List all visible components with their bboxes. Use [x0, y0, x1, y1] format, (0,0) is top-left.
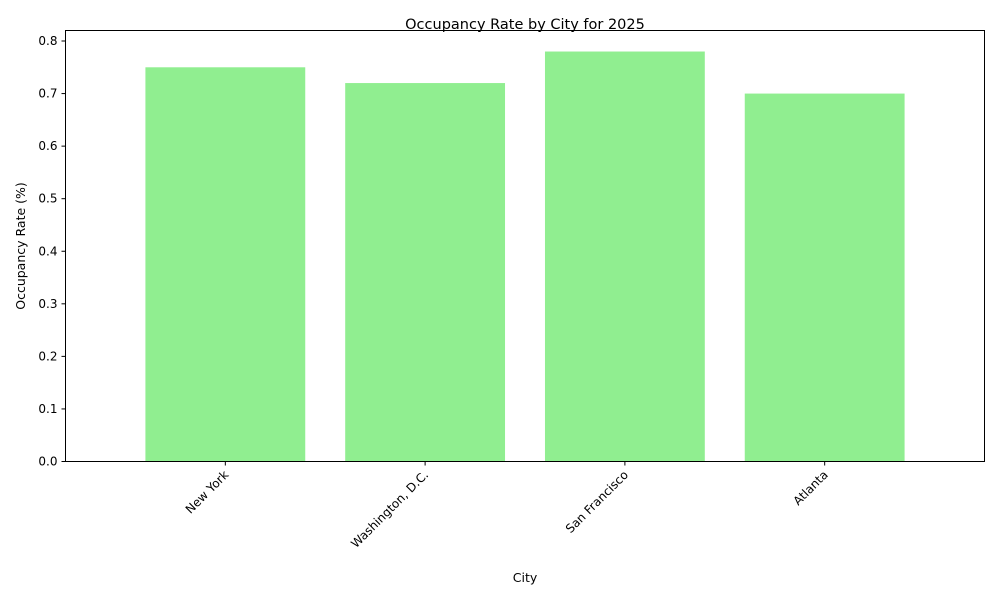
y-tick-label: 0.0 [38, 455, 57, 469]
x-tick-label: Washington, D.C. [348, 468, 431, 551]
x-tick-label: San Francisco [563, 468, 631, 536]
x-axis-ticks: New York Washington, D.C. San Francisco Atl… [183, 461, 831, 551]
y-tick-label: 0.4 [38, 244, 57, 258]
y-axis-ticks: 0.0 0.1 0.2 0.3 0.4 0.5 0.6 0.7 0.8 [38, 34, 66, 469]
y-tick-label: 0.6 [38, 139, 57, 153]
plot-frame [65, 30, 985, 462]
x-tick-label: New York [183, 468, 232, 517]
y-tick-label: 0.7 [38, 87, 57, 101]
y-tick-label: 0.8 [38, 34, 57, 48]
bar-washington-d-c [345, 83, 506, 462]
y-tick-label: 0.3 [38, 297, 57, 311]
bars [145, 51, 905, 462]
chart-title: Occupancy Rate by City for 2025 [405, 17, 645, 33]
y-tick-label: 0.5 [38, 192, 57, 206]
bar-san-francisco [544, 51, 705, 462]
x-tick-label: Atlanta [790, 468, 830, 508]
bar-new-york [145, 67, 306, 462]
y-tick-label: 0.2 [38, 349, 57, 363]
y-tick-label: 0.1 [38, 402, 57, 416]
y-axis-label: Occupancy Rate (%) [13, 182, 28, 310]
plot-area: 0.0 0.1 0.2 0.3 0.4 0.5 0.6 0.7 0.8 New York Wash… [38, 30, 985, 551]
x-axis-label: City [513, 570, 538, 585]
bar-atlanta [744, 93, 905, 462]
